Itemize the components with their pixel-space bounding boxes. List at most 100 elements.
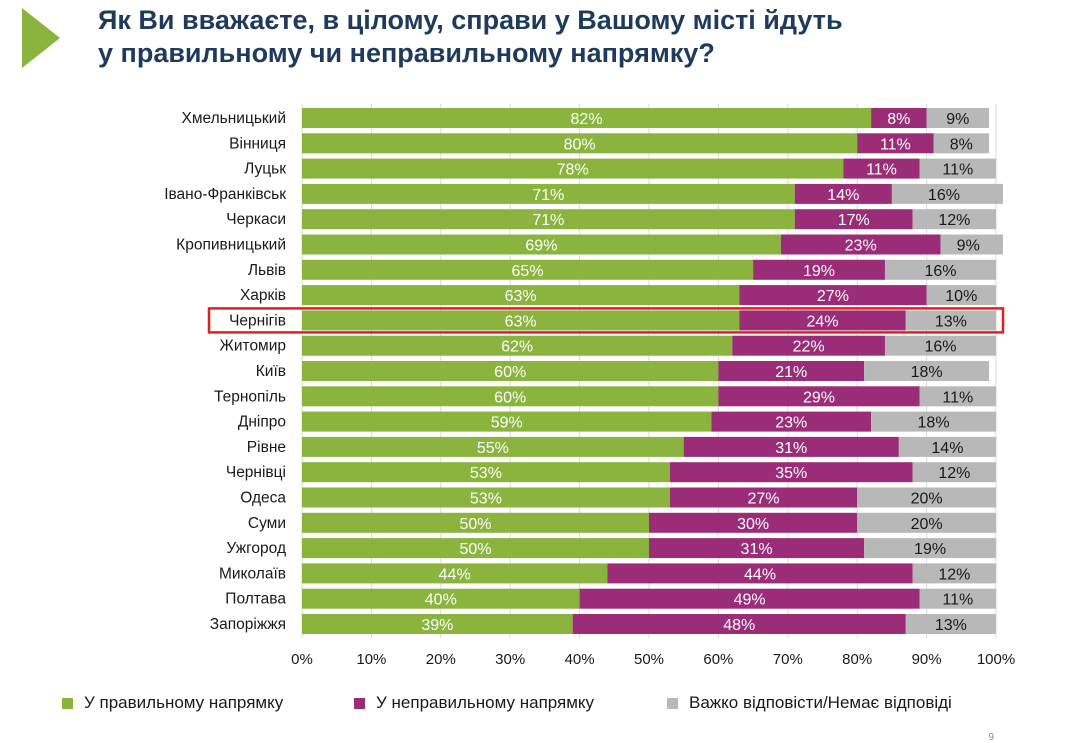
bar-segment bbox=[302, 487, 670, 508]
category-label: Тернопіль bbox=[214, 388, 286, 405]
data-label: 71% bbox=[532, 212, 564, 229]
bar-segment bbox=[857, 512, 996, 533]
bar-segment bbox=[302, 285, 740, 306]
data-label: 11% bbox=[942, 389, 973, 406]
bar-segment bbox=[732, 335, 885, 356]
legend-swatch-purple bbox=[354, 697, 365, 709]
legend-label: Важко відповісти/Немає відповіді bbox=[689, 693, 952, 712]
data-label: 16% bbox=[928, 187, 960, 204]
legend-swatch-gray bbox=[667, 697, 678, 709]
data-label: 44% bbox=[744, 566, 776, 583]
bar-segment bbox=[919, 588, 996, 609]
data-label: 14% bbox=[827, 187, 859, 204]
category-label: Запоріжжя bbox=[210, 616, 286, 633]
legend-label: У правильному напрямку bbox=[84, 693, 284, 712]
highlight-box bbox=[207, 307, 1005, 334]
bar-segment bbox=[794, 209, 913, 230]
bar-segment bbox=[711, 411, 872, 432]
data-label: 82% bbox=[571, 111, 603, 128]
data-label: 11% bbox=[942, 592, 973, 609]
data-label: 50% bbox=[459, 541, 491, 558]
data-label: 27% bbox=[817, 288, 849, 305]
bar-segment bbox=[933, 133, 990, 154]
legend-item-right-direction: У правильному напрямку bbox=[62, 693, 283, 713]
data-label: 40% bbox=[425, 592, 457, 609]
bar-segment bbox=[302, 462, 670, 483]
data-label: 31% bbox=[775, 440, 807, 457]
data-label: 9% bbox=[957, 238, 980, 255]
data-label: 69% bbox=[525, 238, 557, 255]
bar-segment bbox=[302, 563, 608, 584]
bar-segment bbox=[919, 386, 996, 407]
category-label: Ужгород bbox=[226, 540, 286, 557]
bar-segment bbox=[302, 234, 781, 255]
bar-segment bbox=[905, 310, 996, 331]
bar-segment bbox=[302, 538, 649, 559]
data-label: 53% bbox=[470, 491, 502, 508]
bar-segment bbox=[864, 538, 996, 559]
category-label: Івано-Франківськ bbox=[164, 186, 286, 203]
category-label: Київ bbox=[256, 363, 286, 380]
x-tick-label: 40% bbox=[565, 651, 595, 668]
x-tick-label: 60% bbox=[703, 651, 733, 668]
legend-swatch-green bbox=[62, 697, 73, 709]
data-label: 11% bbox=[866, 162, 897, 179]
bar-segment bbox=[649, 538, 865, 559]
x-tick-label: 0% bbox=[291, 651, 313, 668]
data-label: 30% bbox=[737, 516, 769, 533]
x-tick-label: 90% bbox=[912, 651, 942, 668]
data-label: 12% bbox=[938, 212, 970, 229]
data-label: 50% bbox=[459, 516, 491, 533]
bar-segment bbox=[739, 310, 906, 331]
bar-segment bbox=[864, 361, 990, 381]
bar-segment bbox=[579, 588, 920, 609]
bar-segment bbox=[905, 614, 996, 634]
category-label: Черкаси bbox=[226, 211, 286, 228]
data-label: 21% bbox=[775, 364, 807, 381]
data-label: 8% bbox=[950, 136, 973, 153]
bar-segment bbox=[871, 411, 996, 432]
bar-segment bbox=[302, 310, 740, 331]
bar-segment bbox=[649, 512, 858, 533]
bar-segment bbox=[669, 487, 858, 508]
page-number: 9 bbox=[988, 732, 994, 743]
data-label: 12% bbox=[938, 566, 970, 583]
bar-segment bbox=[302, 183, 795, 204]
category-label: Кропивницький bbox=[176, 237, 286, 254]
bar-segment bbox=[302, 411, 712, 432]
data-label: 53% bbox=[470, 465, 502, 482]
x-tick-label: 30% bbox=[495, 651, 525, 668]
bar-segment bbox=[884, 259, 996, 280]
data-label: 10% bbox=[945, 288, 977, 305]
category-label: Львів bbox=[248, 262, 286, 279]
category-label: Хмельницький bbox=[182, 110, 287, 127]
bar-segment bbox=[718, 386, 920, 407]
data-label: 9% bbox=[946, 111, 969, 128]
data-label: 20% bbox=[911, 491, 943, 508]
bar-segment bbox=[302, 259, 754, 280]
bar-segment bbox=[857, 487, 996, 508]
bar-segment bbox=[669, 462, 913, 483]
bar-segment bbox=[898, 436, 996, 457]
category-label: Дніпро bbox=[238, 414, 286, 431]
bar-segment bbox=[302, 209, 795, 230]
title-line-2: у правильному чи неправильному напрямку? bbox=[98, 38, 715, 68]
bar-segment bbox=[794, 183, 892, 204]
data-label: 65% bbox=[512, 263, 544, 280]
legend-item-wrong-direction: У неправильному напрямку bbox=[354, 693, 594, 713]
bar-segment bbox=[302, 335, 733, 356]
data-label: 31% bbox=[741, 541, 773, 558]
legend: У правильному напрямку У неправильному н… bbox=[62, 693, 1062, 717]
data-label: 59% bbox=[491, 415, 523, 432]
x-tick-label: 70% bbox=[773, 651, 803, 668]
data-label: 71% bbox=[532, 187, 564, 204]
category-label: Вінниця bbox=[229, 135, 286, 152]
category-label: Полтава bbox=[225, 591, 286, 608]
category-label: Рівне bbox=[247, 439, 286, 456]
bar-segment bbox=[718, 361, 865, 381]
category-label: Одеса bbox=[240, 490, 286, 507]
category-label: Чернігів bbox=[229, 312, 286, 329]
data-label: 23% bbox=[845, 238, 877, 255]
bar-segment bbox=[857, 133, 934, 154]
data-label: 55% bbox=[477, 440, 509, 457]
